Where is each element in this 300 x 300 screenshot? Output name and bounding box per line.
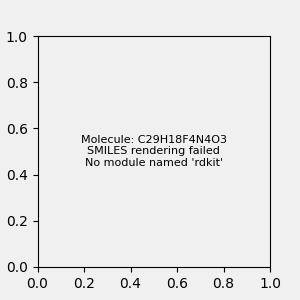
Text: Molecule: C29H18F4N4O3
SMILES rendering failed
No module named 'rdkit': Molecule: C29H18F4N4O3 SMILES rendering … <box>81 135 227 168</box>
